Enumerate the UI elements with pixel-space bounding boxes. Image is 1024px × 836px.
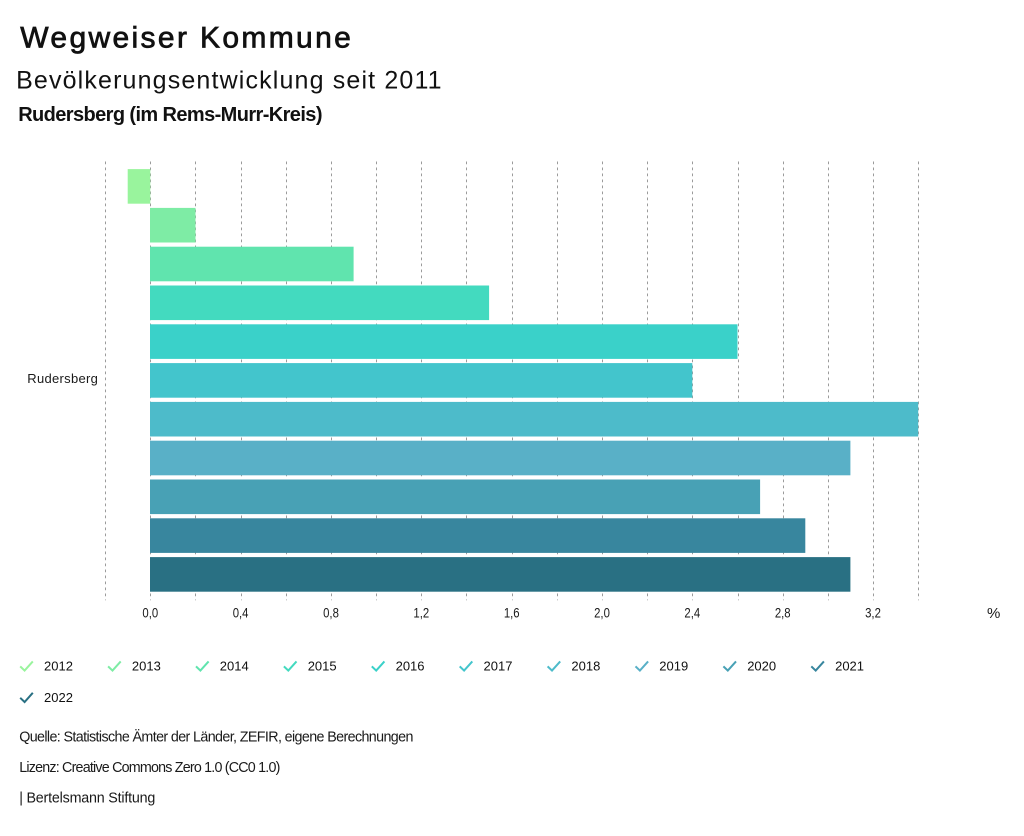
svg-text:2014: 2014 bbox=[220, 659, 249, 674]
svg-text:0,0: 0,0 bbox=[142, 604, 158, 621]
svg-text:2013: 2013 bbox=[132, 659, 161, 674]
svg-text:0,8: 0,8 bbox=[323, 604, 339, 621]
svg-text:2019: 2019 bbox=[659, 659, 688, 674]
svg-text:3,2: 3,2 bbox=[865, 604, 881, 621]
svg-text:2,4: 2,4 bbox=[684, 604, 700, 621]
svg-text:2021: 2021 bbox=[835, 659, 864, 674]
svg-text:%: % bbox=[987, 605, 1000, 622]
svg-text:2020: 2020 bbox=[747, 659, 776, 674]
svg-text:0,4: 0,4 bbox=[233, 604, 249, 621]
svg-text:2015: 2015 bbox=[308, 659, 337, 674]
svg-text:1,6: 1,6 bbox=[504, 604, 520, 621]
svg-text:2012: 2012 bbox=[44, 659, 73, 674]
svg-text:2022: 2022 bbox=[44, 690, 73, 705]
svg-text:Wegweiser Kommune: Wegweiser Kommune bbox=[20, 21, 353, 54]
svg-text:Rudersberg (im Rems-Murr-Kreis: Rudersberg (im Rems-Murr-Kreis) bbox=[18, 104, 322, 126]
svg-text:2,0: 2,0 bbox=[594, 604, 610, 621]
svg-text:1,2: 1,2 bbox=[413, 604, 429, 621]
svg-text:| Bertelsmann Stiftung: | Bertelsmann Stiftung bbox=[19, 791, 155, 807]
svg-text:Lizenz: Creative Commons Zero: Lizenz: Creative Commons Zero 1.0 (CC0 1… bbox=[19, 760, 279, 776]
svg-text:Rudersberg: Rudersberg bbox=[27, 371, 98, 386]
svg-text:2016: 2016 bbox=[396, 659, 425, 674]
svg-text:2018: 2018 bbox=[571, 659, 600, 674]
svg-text:Quelle: Statistische Ämter der: Quelle: Statistische Ämter der Länder, Z… bbox=[19, 728, 413, 745]
svg-text:Bevölkerungsentwicklung seit 2: Bevölkerungsentwicklung seit 2011 bbox=[16, 67, 443, 95]
svg-text:2,8: 2,8 bbox=[775, 604, 791, 621]
svg-text:2017: 2017 bbox=[484, 659, 513, 674]
